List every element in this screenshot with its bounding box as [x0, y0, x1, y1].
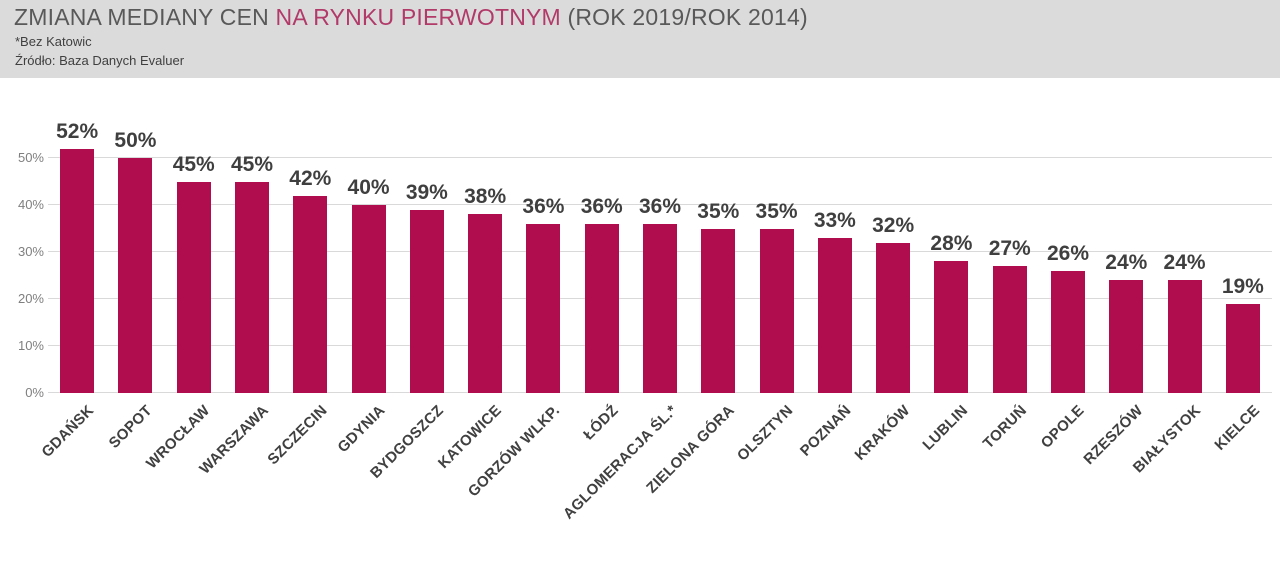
- bar-value-label: 35%: [697, 199, 740, 223]
- category-label: SZCZECIN: [264, 402, 331, 469]
- category-label: OPOLE: [1038, 402, 1089, 452]
- bar: [643, 223, 677, 393]
- bar-value-label: 36%: [638, 194, 681, 218]
- bar: [526, 223, 561, 393]
- y-tick-label: 20%: [17, 291, 44, 306]
- bar-value-label: 39%: [405, 180, 448, 204]
- bar-value-label: 27%: [988, 237, 1031, 261]
- bar-value-label: 35%: [755, 199, 798, 223]
- bar: [409, 209, 444, 393]
- bar: [351, 205, 386, 393]
- bar: [176, 181, 211, 393]
- chart-note: *Bez Katowic: [15, 34, 92, 49]
- chart-source: Źródło: Baza Danych Evaluer: [15, 53, 185, 68]
- category-label: POZNAŃ: [797, 402, 855, 460]
- chart-header: ZMIANA MEDIANY CEN NA RYNKU PIERWOTNYM (…: [0, 0, 1280, 78]
- category-label: SOPOT: [105, 402, 156, 452]
- bar: [701, 228, 736, 393]
- bar-value-label: 32%: [872, 213, 915, 237]
- gridline: [48, 157, 1272, 158]
- category-label: GDYNIA: [334, 402, 389, 457]
- bar-value-label: 45%: [230, 152, 273, 176]
- y-tick-label: 40%: [17, 197, 44, 212]
- bar: [1167, 280, 1202, 393]
- bar: [60, 148, 95, 393]
- bar: [1051, 270, 1085, 393]
- category-label: GDAŃSK: [38, 402, 98, 461]
- y-tick-label: 0%: [25, 385, 44, 400]
- y-tick-label: 30%: [17, 244, 44, 259]
- bar-value-label: 45%: [172, 152, 215, 176]
- category-label: AGLOMERACJA ŚL.*: [559, 402, 681, 523]
- bar-value-label: 50%: [114, 129, 157, 152]
- y-axis: 0% 10% 20% 30% 40% 50%: [0, 100, 44, 400]
- bar: [1109, 280, 1144, 393]
- x-axis-labels: GDAŃSK SOPOT WROCŁAW WARSZAWA SZCZECIN GDYNIA…: [38, 394, 1272, 565]
- bar-value-label: 36%: [522, 194, 565, 218]
- bar: [1225, 303, 1260, 393]
- category-label: LUBLIN: [919, 402, 972, 454]
- bar-value-label: 42%: [289, 166, 332, 190]
- chart-title: ZMIANA MEDIANY CEN NA RYNKU PIERWOTNYM (…: [14, 4, 808, 31]
- bar: [293, 195, 328, 393]
- gridline: [48, 204, 1272, 205]
- bar-value-label: 40%: [347, 176, 390, 199]
- bar-value-label: 33%: [813, 208, 856, 232]
- bar-value-label: 24%: [1105, 251, 1148, 275]
- category-label: ŁÓDŹ: [580, 402, 622, 444]
- bar: [759, 228, 794, 393]
- bar-value-label: 24%: [1163, 251, 1206, 275]
- bar: [118, 158, 153, 393]
- category-label: OLSZTYN: [734, 402, 797, 465]
- y-tick-label: 50%: [17, 150, 44, 165]
- bar-value-label: 19%: [1221, 274, 1264, 298]
- chart-title-main: ZMIANA MEDIANY CEN: [14, 4, 276, 30]
- bar-value-label: 36%: [580, 194, 623, 218]
- category-label: TORUŃ: [979, 402, 1030, 453]
- bar: [468, 214, 503, 393]
- bar: [817, 237, 852, 393]
- bar-value-label: 38%: [464, 185, 507, 209]
- y-tick-label: 10%: [17, 338, 44, 353]
- bar-value-label: 52%: [56, 119, 99, 143]
- bar: [992, 266, 1027, 393]
- bar-value-label: 28%: [930, 232, 973, 256]
- bar: [934, 261, 969, 393]
- chart-title-suffix: (ROK 2019/ROK 2014): [560, 4, 808, 30]
- category-label: KIELCE: [1211, 402, 1263, 454]
- bar: [876, 242, 911, 393]
- bar: [235, 181, 269, 393]
- category-label: KRAKÓW: [851, 402, 914, 464]
- plot-area: 52% 50% 45% 45% 42% 40% 39% 38% 36% 36% 36% 35% 35% 3…: [48, 100, 1272, 393]
- bar: [584, 223, 619, 393]
- chart-title-accent: NA RYNKU PIERWOTNYM: [275, 4, 561, 30]
- bar-value-label: 26%: [1046, 241, 1089, 265]
